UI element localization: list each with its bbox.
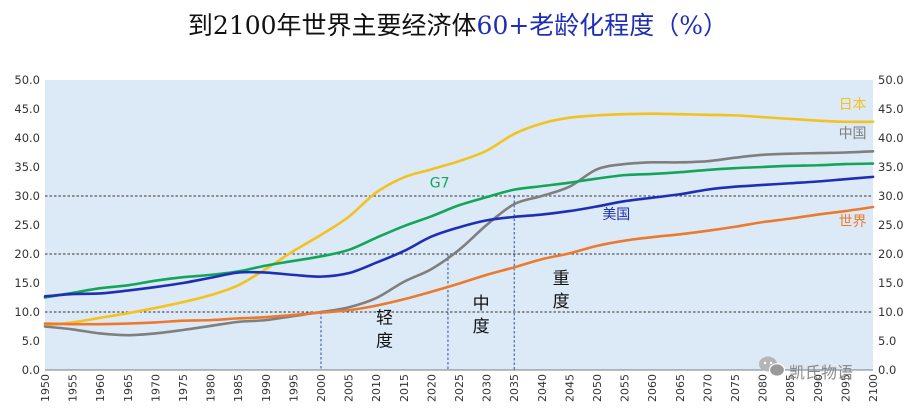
y-tick-left-9: 45.0 [14,102,40,116]
series-line-japan [43,112,875,327]
series-line-china [43,150,875,337]
y-tick-left-3: 15.0 [14,276,40,290]
y-tick-right-1: 5.0 [878,334,896,348]
x-tick-4: 1970 [149,374,162,402]
chart-title-accent: 60+老龄化程度（%） [477,11,729,40]
y-tick-right-8: 40.0 [878,131,904,145]
zone-label-char: 中 [473,294,490,314]
y-tick-right-10: 50.0 [878,73,904,87]
y-tick-left-1: 5.0 [22,334,40,348]
series-label-japan: 日本 [839,97,867,113]
zone-label-char: 度 [376,332,393,352]
y-tick-right-2: 10.0 [878,305,904,319]
series-label-china: 中国 [839,126,867,142]
x-tick-15: 2025 [453,374,466,402]
zone-label-2: 重度 [553,269,570,312]
x-tick-11: 2005 [343,374,356,402]
x-tick-20: 2050 [591,374,604,402]
x-tick-28: 2090 [812,374,825,402]
series-line-usa [43,175,875,298]
series-label-world: 世界 [839,214,867,230]
y-tick-left-2: 10.0 [14,305,40,319]
wechat-icon [759,356,786,377]
y-tick-left-6: 30.0 [14,189,40,203]
chart-title-main: 到2100年世界主要经济体 [188,11,477,40]
y-tick-left-10: 50.0 [14,73,40,87]
x-tick-3: 1965 [122,374,135,402]
y-tick-left-7: 35.0 [14,160,40,174]
y-tick-left-8: 40.0 [14,131,40,145]
x-tick-1: 1955 [67,374,80,402]
plot-area: 0.0 0.0 5.0 5.0 10.0 10.0 15.0 15.0 20.0 20.0 25.0… [14,73,903,402]
zone-label-char: 度 [473,317,490,337]
x-tick-12: 2010 [370,374,383,402]
x-tick-8: 1990 [260,374,273,402]
y-tick-right-6: 30.0 [878,189,904,203]
watermark: 凯氏物语 [759,356,853,382]
x-tick-21: 2055 [619,374,632,402]
zone-label-char: 轻 [376,309,393,329]
y-tick-left-4: 20.0 [14,247,40,261]
x-tick-24: 2070 [701,374,714,402]
zone-label-1: 中度 [473,294,490,337]
x-tick-22: 2060 [646,374,659,402]
chart-title: 到2100年世界主要经济体60+老龄化程度（%） [188,11,728,40]
series-label-usa: 美国 [602,207,630,223]
x-tick-10: 2000 [315,374,328,402]
series-line-world [43,205,875,326]
x-tick-5: 1975 [177,374,190,402]
x-tick-16: 2030 [481,374,494,402]
series-line-g7 [43,162,875,299]
x-tick-9: 1995 [287,374,300,402]
y-tick-left-0: 0.0 [22,363,40,377]
x-tick-27: 2085 [784,374,797,402]
zone-label-0: 轻度 [376,309,393,352]
x-tick-25: 2075 [729,374,742,402]
x-tick-2: 1960 [94,374,107,402]
watermark-text: 凯氏物语 [789,363,853,382]
zone-label-char: 度 [553,292,570,312]
x-tick-23: 2065 [674,374,687,402]
y-tick-right-4: 20.0 [878,247,904,261]
x-tick-0: 1950 [39,374,52,402]
y-tick-right-3: 15.0 [878,276,904,290]
y-tick-right-0: 0.0 [878,363,896,377]
series-label-g7: G7 [430,175,450,191]
x-tick-13: 2015 [398,374,411,402]
y-tick-right-9: 45.0 [878,102,904,116]
x-tick-17: 2035 [508,374,521,402]
x-tick-18: 2040 [536,374,549,402]
x-tick-26: 2080 [757,374,770,402]
x-tick-19: 2045 [563,374,576,402]
x-tick-7: 1985 [232,374,245,402]
zone-label-char: 重 [553,269,570,289]
y-tick-right-5: 25.0 [878,218,904,232]
y-tick-right-7: 35.0 [878,160,904,174]
y-tick-left-5: 25.0 [14,218,40,232]
x-tick-14: 2020 [425,374,438,402]
x-tick-29: 2095 [839,374,852,402]
x-tick-30: 2100 [867,374,880,402]
x-tick-6: 1980 [205,374,218,402]
